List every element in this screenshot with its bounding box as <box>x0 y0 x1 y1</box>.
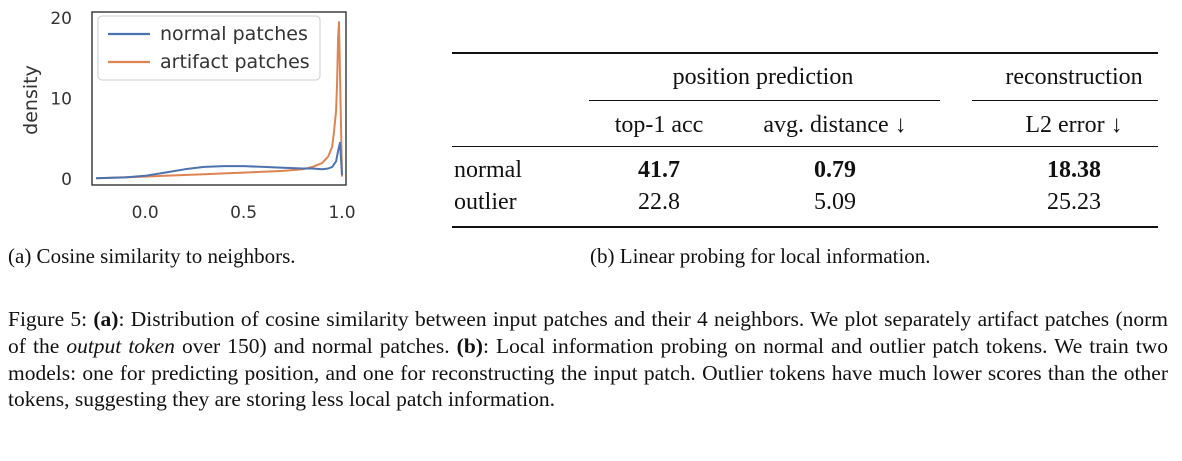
subfigure-a-caption: (a) Cosine similarity to neighbors. <box>8 244 296 268</box>
column-header-top1: top-1 acc <box>614 112 704 138</box>
series-line-normal <box>95 141 343 180</box>
ticks-layer: 0.0 0.5 1.0 0 10 20 <box>50 9 355 223</box>
panel-a-marker: (a) <box>93 307 119 331</box>
caption-part-3: : Local information probing on normal an… <box>8 333 1169 412</box>
panel-b-marker: (b) <box>456 333 483 358</box>
cell-outlier-l2: 25.23 <box>1047 189 1101 215</box>
caption-part-1: : Distribution of cosine similarity betw… <box>8 307 1168 358</box>
row-label-normal: normal <box>454 157 522 183</box>
x-tick-label: 0.0 <box>132 203 159 223</box>
results-table: position prediction reconstruction top-1… <box>452 52 1158 230</box>
series-line-artifact <box>95 21 343 180</box>
y-tick-label: 10 <box>50 90 72 110</box>
series-layer <box>95 21 343 180</box>
table-bottom-rule <box>452 226 1158 228</box>
position-group-rule <box>589 100 940 101</box>
row-label-outlier: outlier <box>454 189 517 215</box>
y-axis-label: density <box>20 65 42 135</box>
cell-normal-l2: 18.38 <box>1047 157 1101 183</box>
legend-box <box>97 15 321 81</box>
group-header-position: position prediction <box>672 64 854 90</box>
column-header-distance: avg. distance ↓ <box>763 112 907 138</box>
cell-outlier-distance: 5.09 <box>814 189 856 215</box>
table-top-rule <box>452 52 1158 54</box>
plot-frame <box>91 11 347 186</box>
header-rule <box>452 146 1158 147</box>
caption-italic-term: output token <box>66 333 175 358</box>
figure-caption: Figure 5: (a): Distribution of cosine si… <box>8 306 1168 413</box>
x-tick-label: 0.5 <box>230 203 257 223</box>
group-header-reconstruction: reconstruction <box>1005 64 1143 90</box>
reconstruction-group-rule <box>972 100 1158 101</box>
legend-label-artifact: artifact patches <box>160 51 310 73</box>
y-tick-label: 20 <box>50 9 72 29</box>
density-chart-svg: 0.0 0.5 1.0 0 10 20 density normal patches ar… <box>20 9 356 223</box>
cell-normal-distance: 0.79 <box>814 157 856 183</box>
column-header-l2: L2 error ↓ <box>1025 112 1123 138</box>
legend: normal patches artifact patches <box>97 15 321 81</box>
density-chart: 0.0 0.5 1.0 0 10 20 density normal patches ar… <box>0 0 380 236</box>
figure-label: Figure 5: <box>8 307 94 331</box>
subfigure-b-caption: (b) Linear probing for local information… <box>590 244 931 268</box>
legend-label-normal: normal patches <box>160 23 308 45</box>
caption-part-2: over 150) and normal patches. <box>174 333 457 358</box>
cell-outlier-top1: 22.8 <box>638 189 680 215</box>
y-tick-label: 0 <box>61 170 72 190</box>
cell-normal-top1: 41.7 <box>638 157 680 183</box>
x-tick-label: 1.0 <box>328 203 355 223</box>
